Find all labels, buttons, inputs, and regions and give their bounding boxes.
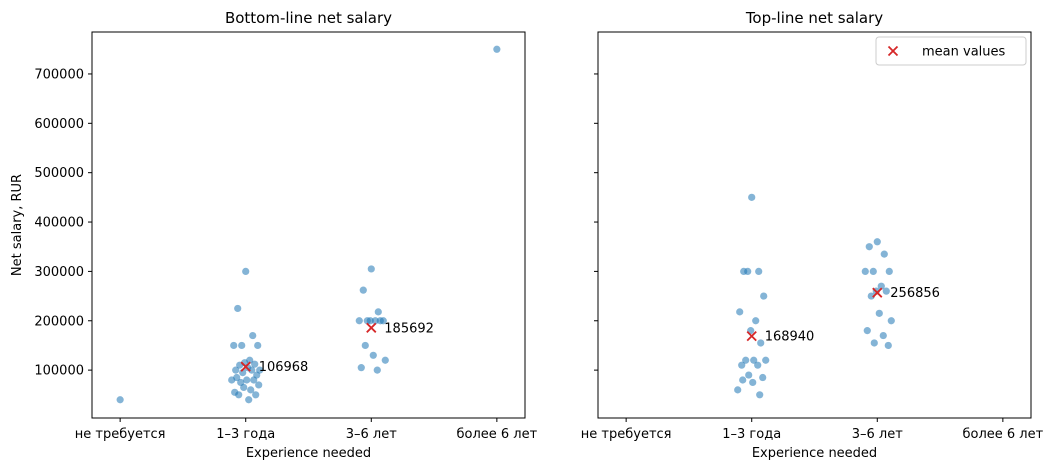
panel2-data-point: [752, 317, 760, 325]
panel1-mean-marker: [366, 322, 377, 333]
panel1-data-point: [116, 396, 124, 404]
panel2-legend-box: [875, 36, 1027, 66]
panel2-mean-label: 168940: [765, 330, 815, 345]
panel1-xtick-label: 1–3 года: [216, 427, 275, 442]
panel1-data-point: [232, 366, 240, 374]
panel2-data-point: [738, 361, 746, 369]
panel1-data-point: [250, 376, 258, 384]
panel2-data-point: [884, 341, 892, 350]
panel1-data-point: [234, 304, 242, 313]
panel2-legend-label: mean values: [922, 45, 1006, 60]
panel2-data-point: [754, 361, 762, 369]
panel1-data-point: [251, 360, 259, 368]
panel2-data-point: [873, 238, 881, 246]
panel1-data-point: [374, 308, 382, 316]
panel1-ytick-label: 500000: [34, 166, 84, 181]
panel2-data-point: [861, 267, 869, 275]
panel1-data-point: [355, 317, 363, 325]
panel2-data-point: [760, 292, 768, 300]
panel2-data-point: [867, 292, 875, 300]
panel2-data-point: [736, 308, 744, 316]
panel2-data-point: [885, 267, 893, 275]
panel2-data-point: [882, 287, 890, 295]
panel1-mean-label: 106968: [259, 360, 309, 375]
panel1-data-point: [493, 45, 501, 53]
panel2-xtick-label: не требуется: [581, 427, 672, 442]
panel2-data-point: [863, 327, 871, 335]
panel1-data-point: [240, 383, 248, 391]
panel1-data-point: [242, 267, 250, 275]
panel1-data-point: [361, 341, 369, 350]
panel2-data-point: [742, 356, 750, 364]
panel1-ytick-label: 600000: [34, 117, 84, 132]
panel2-mean-marker: [746, 330, 757, 342]
panel2-data-point: [875, 309, 883, 317]
panel1-data-point: [366, 317, 374, 325]
panel2-data-point: [880, 250, 888, 258]
panel2-xtick-label: 1–3 года: [722, 427, 781, 442]
panel2-data-point: [734, 386, 742, 394]
panel1-data-point: [381, 356, 389, 364]
panel2-data-point: [759, 373, 767, 382]
panel2-title: Top-line net salary: [745, 9, 883, 27]
panel1-ytick-label: 300000: [34, 265, 84, 280]
panel2-legend-marker: [887, 45, 899, 57]
panel2-xlabel: Experience needed: [752, 446, 877, 461]
panel2-data-point: [739, 376, 747, 384]
panel2-data-point: [879, 331, 887, 340]
panel1-ylabel: Net salary, RUR: [10, 174, 25, 276]
panel1-data-point: [376, 317, 384, 325]
panel1-data-point: [369, 351, 377, 359]
panel2-data-point: [870, 339, 878, 347]
panel2-xtick-label: более 6 лет: [963, 427, 1044, 442]
panel2-data-point: [762, 356, 770, 364]
panel2-data-point: [877, 282, 885, 290]
panel1-ytick-label: 100000: [34, 364, 84, 379]
panel1-data-point: [252, 391, 260, 399]
panel1-data-point: [357, 364, 365, 372]
panel1-xtick-label: 3–6 лет: [346, 427, 397, 442]
panel2-data-point: [756, 391, 764, 399]
panel2-axes-frame: [597, 31, 1032, 419]
panel1-mean-marker: [240, 361, 251, 372]
panel2-data-point: [869, 267, 877, 275]
panel1-xlabel: Experience needed: [246, 446, 371, 461]
panel1-ytick-label: 400000: [34, 216, 84, 231]
panel2-mean-label: 256856: [890, 286, 940, 301]
panel1-data-point: [235, 391, 243, 399]
panel1-data-point: [230, 341, 238, 350]
panel2-data-point: [748, 193, 756, 201]
panel1-data-point: [367, 265, 375, 273]
panel1-xtick-label: не требуется: [75, 427, 166, 442]
panel2-data-point: [744, 267, 752, 275]
panel1-title: Bottom-line net salary: [225, 9, 392, 27]
panel1-data-point: [247, 386, 255, 394]
panel2-data-point: [750, 356, 758, 364]
panel2-data-point: [865, 243, 873, 251]
panel1-ytick-label: 200000: [34, 314, 84, 329]
panel1-data-point: [248, 366, 256, 374]
panel1-data-point: [243, 376, 251, 384]
panel2-data-point: [745, 371, 753, 379]
panel1-mean-label: 185692: [384, 321, 434, 336]
panel1-data-point: [245, 396, 253, 404]
panel1-data-point: [254, 341, 262, 350]
panel2-data-point: [755, 267, 763, 275]
panel1-data-point: [228, 376, 236, 384]
panel2-mean-marker: [872, 287, 883, 298]
panel1-data-point: [255, 381, 263, 389]
panel1-data-point: [373, 366, 381, 374]
panel2-data-point: [749, 378, 757, 387]
panel1-data-point: [359, 286, 367, 294]
panel1-data-point: [249, 331, 257, 340]
panel1-data-point: [371, 317, 379, 325]
panel2-data-point: [887, 317, 895, 325]
panel2-xtick-label: 3–6 лет: [852, 427, 903, 442]
panel1-data-point: [238, 341, 246, 350]
panel1-xtick-label: более 6 лет: [457, 427, 538, 442]
panel1-ytick-label: 700000: [34, 67, 84, 82]
panel1-axes-frame: [91, 31, 526, 419]
panel2-data-point: [757, 339, 765, 347]
